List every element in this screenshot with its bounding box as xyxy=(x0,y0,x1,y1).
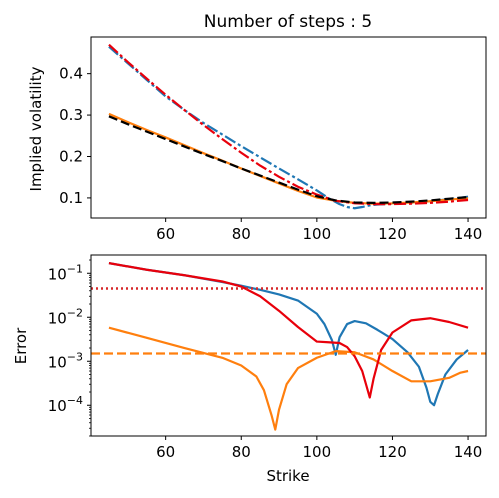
top-x-axis: 60 80 100 120 140 xyxy=(156,218,482,243)
implied-volatility-panel: Number of steps : 5 60 80 100 120 140 0.1 0.2… xyxy=(27,12,487,243)
series-line-1 xyxy=(108,326,469,431)
top-y-axis-label: Implied volatility xyxy=(27,66,45,191)
y-tick-label: 10−4 xyxy=(48,394,83,415)
bottom-y-axis: 10−1 10−2 10−3 10−4 xyxy=(48,259,91,437)
y-tick-label: 0.1 xyxy=(59,189,83,207)
x-tick-label: 140 xyxy=(454,443,483,461)
volatility-series-layer xyxy=(108,43,469,210)
x-tick-label: 100 xyxy=(303,225,332,243)
bottom-x-axis-label: Strike xyxy=(266,467,309,485)
bottom-x-axis: 60 80 100 120 140 xyxy=(156,436,482,461)
error-panel: 60 80 100 120 140 10−1 10−2 10−3 10−4 Error Str… xyxy=(12,254,487,485)
x-tick-label: 60 xyxy=(156,443,175,461)
x-tick-label: 120 xyxy=(378,443,407,461)
bottom-y-axis-label: Error xyxy=(12,327,30,364)
y-tick-label: 10−1 xyxy=(48,262,83,283)
x-tick-label: 80 xyxy=(232,443,251,461)
x-tick-label: 60 xyxy=(156,225,175,243)
series-line-0 xyxy=(108,45,469,210)
y-tick-label: 10−3 xyxy=(48,350,83,371)
y-tick-label: 10−2 xyxy=(48,306,83,327)
series-line-0 xyxy=(108,262,469,407)
series-line-2 xyxy=(108,262,469,399)
x-tick-label: 80 xyxy=(232,225,251,243)
x-tick-label: 140 xyxy=(454,225,483,243)
y-tick-label: 0.4 xyxy=(59,65,83,83)
x-tick-label: 100 xyxy=(303,443,332,461)
series-line-3 xyxy=(108,115,469,204)
top-plot-frame xyxy=(90,36,487,219)
x-tick-label: 120 xyxy=(378,225,407,243)
top-y-axis: 0.1 0.2 0.3 0.4 xyxy=(59,65,91,207)
bottom-plot-frame xyxy=(90,254,487,437)
chart-title: Number of steps : 5 xyxy=(204,12,372,32)
y-tick-label: 0.2 xyxy=(59,147,83,165)
series-line-1 xyxy=(108,112,469,205)
series-line-2 xyxy=(108,43,469,206)
y-tick-label: 0.3 xyxy=(59,106,83,124)
error-series-layer xyxy=(91,262,486,431)
